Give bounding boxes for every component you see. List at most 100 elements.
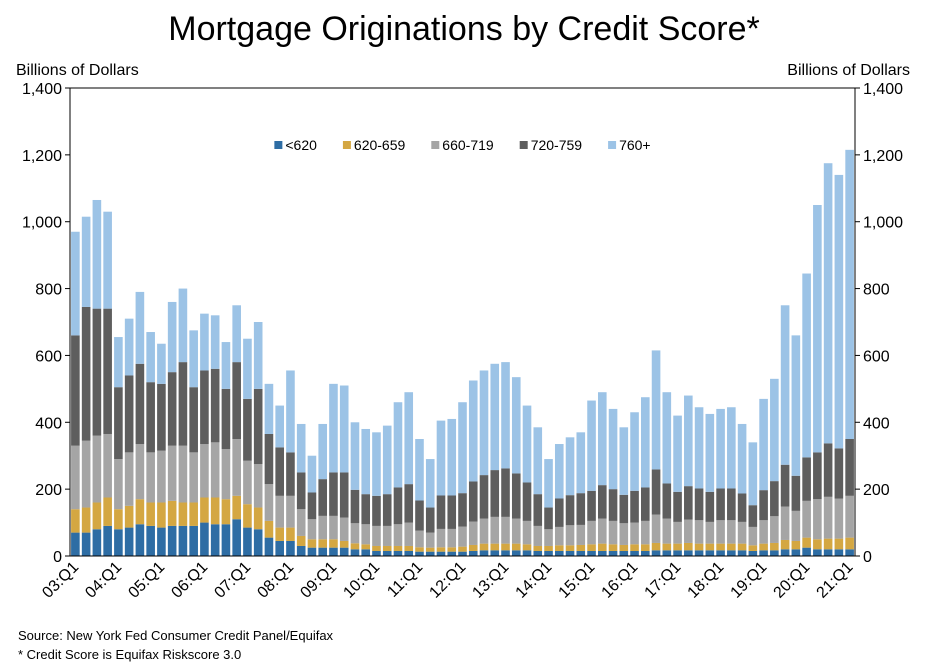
bar-segment bbox=[415, 439, 424, 501]
bar-segment bbox=[415, 500, 424, 531]
bar-segment bbox=[759, 520, 768, 544]
bar-segment bbox=[608, 489, 618, 521]
bar-segment bbox=[178, 288, 188, 363]
bar-segment bbox=[630, 490, 639, 523]
bar-segment bbox=[619, 550, 629, 556]
bar-segment bbox=[436, 528, 446, 548]
x-tick-label: 09:Q1 bbox=[297, 559, 340, 602]
bar-segment bbox=[802, 537, 811, 548]
bar-segment bbox=[630, 412, 639, 491]
bar-segment bbox=[189, 387, 198, 453]
bar-segment bbox=[307, 492, 317, 520]
bar-segment bbox=[339, 517, 349, 541]
y2-tick-label: 1,000 bbox=[863, 215, 903, 232]
bar-segment bbox=[705, 550, 715, 556]
bar-segment bbox=[630, 522, 639, 545]
bar-segment bbox=[447, 551, 457, 556]
bar-segment bbox=[651, 514, 661, 543]
bar-segment bbox=[404, 522, 414, 546]
bar-segment bbox=[823, 443, 833, 497]
bar-segment bbox=[684, 550, 693, 556]
bar-segment bbox=[296, 423, 306, 473]
bar-segment bbox=[834, 498, 844, 539]
bar-segment bbox=[813, 549, 822, 556]
bar-segment bbox=[286, 527, 295, 541]
bar-segment bbox=[393, 524, 403, 546]
bar-segment bbox=[92, 529, 102, 556]
bar-segment bbox=[544, 507, 553, 530]
bar-segment bbox=[802, 273, 811, 458]
bar-segment bbox=[759, 398, 768, 491]
bar-segment bbox=[813, 499, 822, 540]
bar-segment bbox=[533, 494, 543, 526]
bar-segment bbox=[189, 452, 198, 503]
legend-label: 720-759 bbox=[531, 137, 583, 153]
bar-segment bbox=[468, 380, 478, 482]
chart-title: Mortgage Originations by Credit Score* bbox=[168, 10, 760, 48]
bar-segment bbox=[458, 546, 467, 552]
bar-segment bbox=[544, 550, 553, 556]
bar-segment bbox=[597, 550, 607, 556]
bar-segment bbox=[684, 519, 693, 543]
legend-label: 620-659 bbox=[354, 137, 406, 153]
bar-segment bbox=[587, 544, 596, 551]
bar-segment bbox=[71, 532, 80, 556]
bar-segment bbox=[737, 521, 747, 544]
bar-segment bbox=[81, 507, 91, 533]
x-tick-label: 06:Q1 bbox=[168, 559, 211, 602]
bar-segment bbox=[372, 495, 381, 526]
bar-segment bbox=[286, 370, 295, 453]
y-tick-label: 1,200 bbox=[22, 148, 62, 165]
bar-segment bbox=[791, 475, 801, 511]
bar-segment bbox=[275, 405, 284, 448]
bar-segment bbox=[716, 488, 725, 521]
bar-segment bbox=[458, 402, 467, 494]
bar-segment bbox=[813, 205, 822, 453]
x-tick-label: 07:Q1 bbox=[211, 559, 254, 602]
bar-segment bbox=[845, 537, 854, 550]
bar-segment bbox=[479, 475, 489, 519]
bar-segment bbox=[286, 452, 295, 496]
bar-segment bbox=[587, 520, 596, 545]
bar-segment bbox=[597, 392, 607, 486]
bar-segment bbox=[210, 497, 220, 525]
bar-segment bbox=[178, 525, 188, 556]
bar-segment bbox=[468, 544, 478, 551]
bar-segment bbox=[167, 445, 177, 501]
bar-segment bbox=[705, 413, 715, 492]
bar-segment bbox=[221, 449, 231, 500]
bar-segment bbox=[157, 502, 166, 528]
bar-segment bbox=[232, 439, 241, 496]
bar-segment bbox=[361, 524, 371, 545]
bar-segment bbox=[490, 470, 500, 517]
bar-segment bbox=[630, 544, 639, 551]
bar-segment bbox=[232, 495, 241, 520]
legend-swatch bbox=[274, 141, 283, 149]
bar-segment bbox=[146, 525, 155, 556]
bar-segment bbox=[662, 483, 672, 519]
bar-segment bbox=[329, 383, 338, 473]
bar-segment bbox=[641, 487, 650, 521]
legend-swatch bbox=[608, 141, 617, 149]
bar-segment bbox=[845, 495, 854, 538]
bar-segment bbox=[167, 525, 177, 556]
bar-segment bbox=[608, 544, 618, 551]
bar-segment bbox=[673, 550, 682, 556]
bar-segment bbox=[200, 313, 209, 371]
bar-segment bbox=[92, 199, 102, 309]
bar-segment bbox=[554, 444, 564, 499]
bar-segment bbox=[232, 362, 241, 439]
bar-segment bbox=[135, 499, 145, 525]
bar-segment bbox=[619, 544, 629, 551]
bar-segment bbox=[296, 545, 306, 556]
bar-segment bbox=[210, 315, 220, 369]
bar-segment bbox=[770, 516, 779, 543]
bar-segment bbox=[436, 547, 446, 552]
bar-segment bbox=[770, 542, 779, 551]
bar-segment bbox=[651, 469, 661, 515]
bar-segment bbox=[425, 547, 435, 552]
bar-segment bbox=[576, 550, 586, 556]
bar-segment bbox=[232, 519, 241, 556]
bar-segment bbox=[662, 518, 672, 544]
bar-segment bbox=[533, 427, 543, 495]
